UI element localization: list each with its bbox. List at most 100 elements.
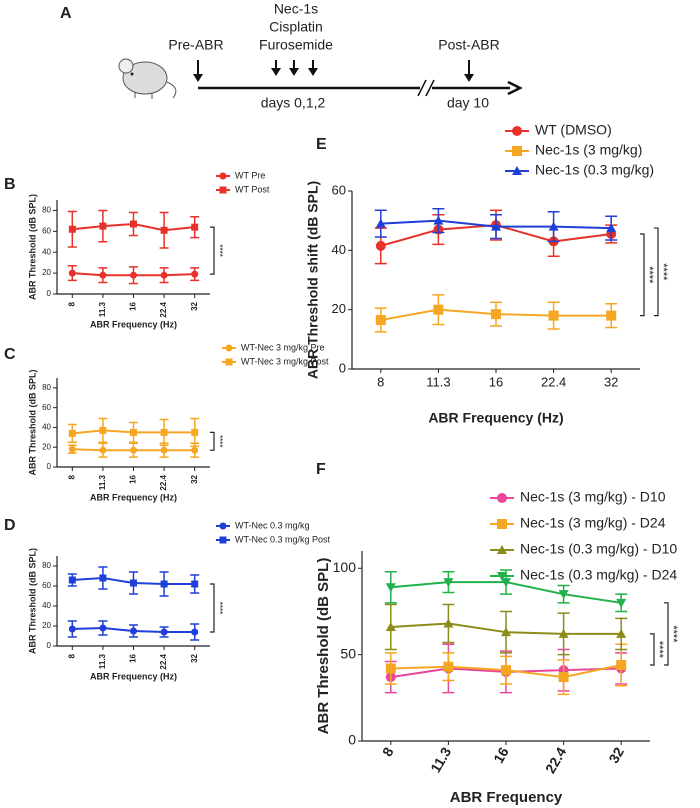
x-tick-label: 32	[604, 374, 618, 389]
significance-bracket	[210, 583, 215, 633]
data-point	[375, 315, 386, 326]
data-point	[512, 126, 522, 136]
data-point	[497, 545, 507, 554]
x-tick-label: 8	[67, 474, 76, 479]
significance-bracket	[664, 602, 669, 666]
y-tick-label: 80	[42, 561, 51, 570]
data-point	[616, 628, 627, 638]
legend-label: Nec-1s (0.3 mg/kg) - D24	[520, 567, 677, 583]
chart: B 0 20 40 60 80 8 11.3 16 22.4 32 ABR Frequency (Hz…	[4, 170, 270, 329]
timeline-label: days 0,1,2	[261, 95, 326, 111]
y-tick-label: 60	[332, 182, 346, 197]
data-point	[497, 493, 507, 503]
x-tick-label: 22.4	[159, 653, 168, 669]
x-tick-label: 22.4	[542, 744, 570, 776]
data-point	[491, 309, 501, 320]
y-tick-label: 20	[332, 301, 346, 316]
chart: F 0 50 100 8 11.3 16 22.4 32 ABR Frequency ABR Thr…	[315, 461, 679, 806]
significance-bracket	[654, 227, 659, 317]
significance-label: ****	[215, 244, 224, 256]
data-point	[68, 625, 76, 633]
data-point	[497, 572, 507, 581]
data-point	[160, 628, 168, 636]
significance-bracket	[210, 431, 215, 451]
legend-label: Nec-1s (3 mg/kg) - D24	[520, 515, 666, 531]
y-tick-label: 20	[42, 268, 51, 277]
data-point	[68, 445, 76, 453]
x-tick-label: 22.4	[159, 474, 168, 490]
legend-label: WT-Nec 3 mg/kg Post	[241, 356, 329, 366]
data-point	[191, 446, 199, 454]
data-point	[191, 270, 199, 278]
x-tick-label: 11.3	[98, 653, 107, 669]
timeline-label: Furosemide	[259, 37, 333, 53]
data-point	[433, 304, 444, 315]
data-point	[225, 344, 233, 352]
data-point	[375, 240, 386, 251]
x-tick-label: 32	[605, 744, 627, 766]
x-tick-label: 16	[490, 744, 512, 766]
data-point	[616, 660, 627, 670]
significance-bracket	[650, 633, 655, 666]
data-point	[130, 271, 137, 279]
data-point	[558, 672, 569, 683]
y-tick-label: 100	[333, 559, 357, 575]
x-tick-label: 16	[129, 653, 138, 662]
significance-label: ****	[215, 602, 224, 614]
y-axis-label: ABR Threshold (dB SPL)	[27, 194, 37, 300]
x-tick-label: 8	[377, 374, 384, 389]
x-tick-label: 11.3	[426, 374, 450, 389]
significance-label: ****	[667, 625, 679, 643]
data-point	[616, 598, 627, 608]
y-tick-label: 20	[42, 621, 51, 630]
data-point	[99, 271, 107, 279]
data-point	[606, 310, 617, 321]
data-point	[606, 223, 617, 233]
timeline-label: Nec-1s	[274, 1, 318, 17]
data-point	[433, 215, 444, 225]
x-tick-label: 32	[190, 653, 199, 662]
data-point	[160, 428, 168, 436]
data-point	[512, 146, 522, 156]
data-point	[385, 583, 396, 593]
data-point	[130, 220, 137, 228]
legend-label: WT-Nec 3 mg/kg Pre	[241, 342, 325, 352]
data-point	[443, 661, 454, 672]
x-axis-label: ABR Frequency (Hz)	[90, 319, 177, 329]
x-tick-label: 16	[129, 301, 138, 310]
data-point	[130, 579, 137, 587]
legend-label: Nec-1s (3 mg/kg)	[535, 142, 642, 158]
x-tick-label: 11.3	[427, 744, 454, 775]
data-point	[558, 628, 569, 638]
y-tick-label: 40	[332, 242, 346, 257]
data-point	[130, 428, 137, 436]
data-point	[160, 226, 168, 234]
panel-letter: B	[4, 176, 16, 193]
data-point	[501, 578, 511, 588]
panel-letter: D	[4, 517, 16, 534]
y-tick-label: 80	[42, 383, 51, 392]
x-tick-label: 11.3	[98, 301, 107, 317]
y-tick-label: 40	[42, 601, 51, 610]
data-point	[501, 627, 511, 637]
data-point	[99, 624, 107, 632]
significance-bracket	[210, 226, 215, 275]
legend-label: WT-Nec 0.3 mg/kg Post	[235, 534, 331, 544]
data-point	[548, 221, 559, 231]
y-tick-label: 80	[42, 206, 51, 215]
data-point	[225, 358, 233, 366]
significance-label: ****	[653, 641, 665, 659]
y-tick-label: 0	[47, 641, 52, 650]
data-point	[385, 622, 396, 631]
significance-label: ****	[657, 263, 669, 281]
data-point	[219, 522, 227, 530]
chart: E 0 20 40 60 8 11.3 16 22.4 32 ABR Frequency (Hz) A…	[305, 122, 669, 426]
data-point	[385, 663, 396, 674]
x-tick-label: 32	[190, 301, 199, 310]
data-point	[191, 428, 199, 436]
legend-label: WT (DMSO)	[535, 122, 612, 138]
x-axis-label: ABR Frequency (Hz)	[90, 671, 177, 681]
data-point	[68, 225, 76, 233]
y-tick-label: 40	[42, 247, 51, 256]
